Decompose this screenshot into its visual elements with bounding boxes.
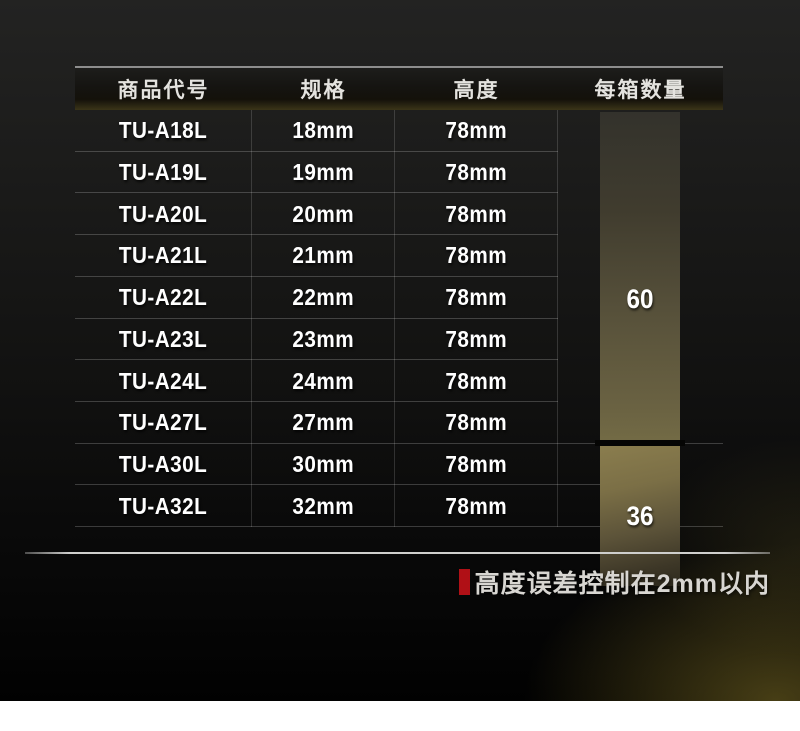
table-row: TU-A27L 27mm 78mm xyxy=(75,401,723,444)
height-cell: 78mm xyxy=(395,193,558,236)
height-cell: 78mm xyxy=(395,110,558,152)
height-text: 78mm xyxy=(445,492,507,519)
spec-cell: 18mm xyxy=(252,110,395,152)
spec-cell: 21mm xyxy=(252,235,395,277)
height-cell: 78mm xyxy=(395,151,558,194)
header-label: 规格 xyxy=(300,79,347,102)
product-code-text: TU-A23L xyxy=(118,325,208,352)
spec-text: 23mm xyxy=(292,325,354,352)
spec-text: 21mm xyxy=(292,242,354,269)
qty-value: 36 xyxy=(626,500,654,531)
height-text: 78mm xyxy=(445,242,507,269)
table-row: TU-A21L 21mm 78mm xyxy=(75,235,723,277)
qty-group-separator xyxy=(595,440,685,446)
table-row: TU-A20L 20mm 78mm xyxy=(75,193,723,236)
table-body: TU-A18L 18mm 78mm TU-A19L 19mm 78mm TU-A… xyxy=(75,110,723,528)
qty-value: 60 xyxy=(626,283,654,314)
table-row: TU-A30L 30mm 78mm xyxy=(75,443,723,486)
spec-text: 30mm xyxy=(292,450,354,477)
header-label: 商品代号 xyxy=(117,79,210,102)
product-code-text: TU-A30L xyxy=(118,450,208,477)
product-code-cell: TU-A20L xyxy=(75,193,252,236)
spec-text: 32mm xyxy=(292,492,354,519)
product-code-cell: TU-A22L xyxy=(75,276,252,319)
product-code-cell: TU-A19L xyxy=(75,151,252,194)
height-cell: 78mm xyxy=(395,485,558,528)
product-code-cell: TU-A30L xyxy=(75,443,252,486)
spec-cell: 32mm xyxy=(252,485,395,528)
height-text: 78mm xyxy=(445,284,507,311)
red-marker-icon xyxy=(458,569,470,595)
product-code-cell: TU-A24L xyxy=(75,360,252,402)
spec-text: 24mm xyxy=(292,367,354,394)
product-code-cell: TU-A21L xyxy=(75,235,252,277)
product-code-text: TU-A32L xyxy=(118,492,208,519)
spec-cell: 27mm xyxy=(252,401,395,444)
product-code-text: TU-A18L xyxy=(118,117,208,144)
table-row: TU-A22L 22mm 78mm xyxy=(75,276,723,319)
product-code-text: TU-A19L xyxy=(118,159,208,186)
spec-table: 商品代号 规格 高度 每箱数量 TU-A18L 18mm 78mm TU-A19… xyxy=(75,66,723,586)
spec-cell: 24mm xyxy=(252,360,395,402)
spec-text: 20mm xyxy=(292,200,354,227)
product-code-cell: TU-A18L xyxy=(75,110,252,152)
table-row: TU-A32L 32mm 78mm xyxy=(75,485,723,528)
product-code-text: TU-A22L xyxy=(118,284,208,311)
header-cell-product-code: 商品代号 xyxy=(75,68,252,110)
product-code-text: TU-A24L xyxy=(118,367,208,394)
table-row: TU-A24L 24mm 78mm xyxy=(75,360,723,402)
spec-text: 22mm xyxy=(292,284,354,311)
spec-cell: 23mm xyxy=(252,318,395,361)
height-text: 78mm xyxy=(445,409,507,436)
product-code-cell: TU-A27L xyxy=(75,401,252,444)
header-cell-spec: 规格 xyxy=(252,68,395,110)
header-label: 每箱数量 xyxy=(594,79,687,102)
height-cell: 78mm xyxy=(395,360,558,402)
height-text: 78mm xyxy=(445,450,507,477)
header-label: 高度 xyxy=(453,79,500,102)
height-cell: 78mm xyxy=(395,318,558,361)
table-row: TU-A23L 23mm 78mm xyxy=(75,318,723,361)
spec-text: 27mm xyxy=(292,409,354,436)
height-text: 78mm xyxy=(445,117,507,144)
height-text: 78mm xyxy=(445,325,507,352)
product-code-text: TU-A20L xyxy=(118,200,208,227)
height-cell: 78mm xyxy=(395,276,558,319)
spec-cell: 20mm xyxy=(252,193,395,236)
product-code-text: TU-A27L xyxy=(118,409,208,436)
height-cell: 78mm xyxy=(395,235,558,277)
qty-group-36-bar: 36 xyxy=(600,446,680,586)
height-cell: 78mm xyxy=(395,443,558,486)
footer-divider-line xyxy=(25,552,770,554)
footnote-text: 高度误差控制在2mm以内 xyxy=(474,570,770,598)
footnote: 高度误差控制在2mm以内 xyxy=(458,564,770,600)
table-row: TU-A19L 19mm 78mm xyxy=(75,151,723,194)
dark-panel: 商品代号 规格 高度 每箱数量 TU-A18L 18mm 78mm TU-A19… xyxy=(0,0,800,701)
header-cell-qty-per-box: 每箱数量 xyxy=(558,68,723,110)
spec-text: 18mm xyxy=(292,117,354,144)
spec-cell: 30mm xyxy=(252,443,395,486)
height-text: 78mm xyxy=(445,200,507,227)
height-text: 78mm xyxy=(445,367,507,394)
header-cell-height: 高度 xyxy=(395,68,558,110)
spec-cell: 19mm xyxy=(252,151,395,194)
product-code-text: TU-A21L xyxy=(118,242,208,269)
product-code-cell: TU-A32L xyxy=(75,485,252,528)
height-cell: 78mm xyxy=(395,401,558,444)
spec-cell: 22mm xyxy=(252,276,395,319)
table-row: TU-A18L 18mm 78mm xyxy=(75,110,723,152)
product-code-cell: TU-A23L xyxy=(75,318,252,361)
table-header-row: 商品代号 规格 高度 每箱数量 xyxy=(75,66,723,110)
spec-text: 19mm xyxy=(292,159,354,186)
height-text: 78mm xyxy=(445,159,507,186)
